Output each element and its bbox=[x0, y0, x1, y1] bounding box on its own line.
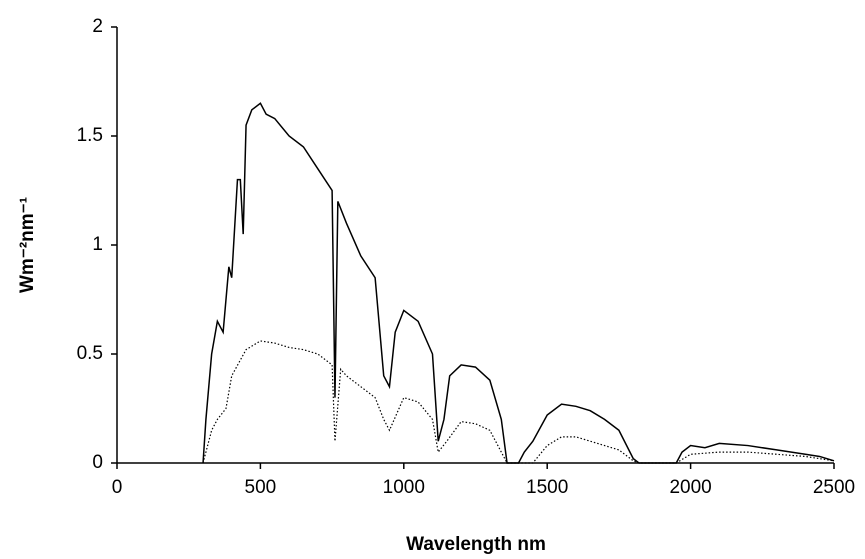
x-tick-label: 0 bbox=[112, 477, 123, 498]
x-tick-label: 2000 bbox=[669, 477, 711, 498]
x-tick-label: 1000 bbox=[383, 477, 425, 498]
y-tick-label: 2 bbox=[92, 16, 103, 37]
x-axis-title: Wavelength nm bbox=[406, 534, 546, 555]
x-tick-label: 1500 bbox=[526, 477, 568, 498]
y-tick-label: 1 bbox=[92, 234, 103, 255]
y-tick-label: 0 bbox=[92, 452, 103, 473]
x-tick-label: 2500 bbox=[813, 477, 855, 498]
y-tick-label: 0.5 bbox=[77, 343, 103, 364]
x-tick-label: 500 bbox=[245, 477, 277, 498]
y-axis-title: Wm⁻²nm⁻¹ bbox=[17, 197, 38, 293]
y-tick-label: 1.5 bbox=[77, 125, 103, 146]
series-line bbox=[202, 102, 835, 464]
